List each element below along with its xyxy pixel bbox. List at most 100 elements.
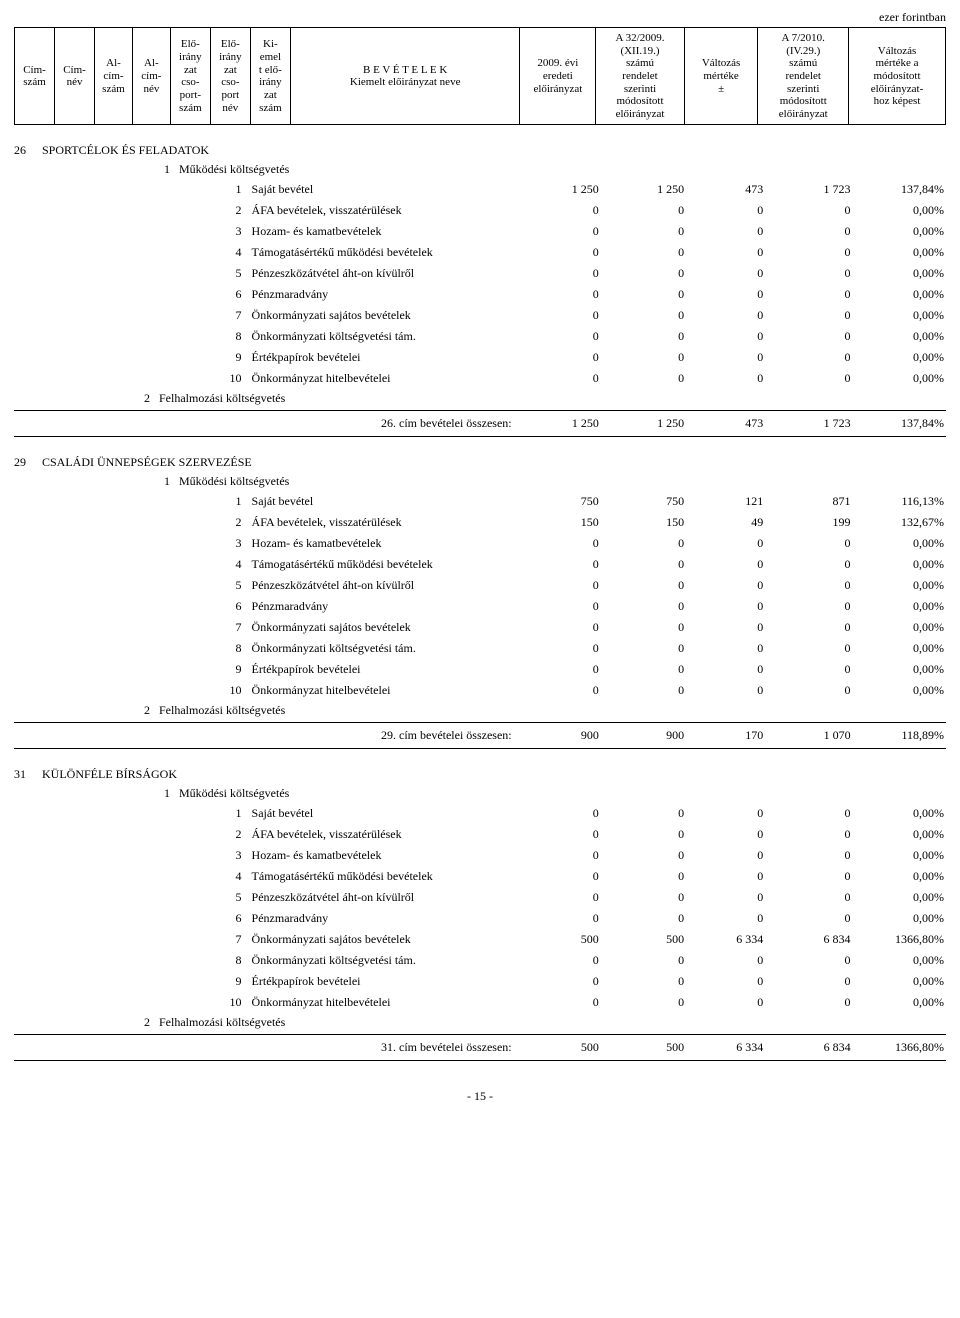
cell-value: 0 — [601, 617, 686, 638]
cell-value: 0 — [765, 845, 852, 866]
cell-value: 0 — [601, 575, 686, 596]
row-index: 6 — [14, 908, 250, 929]
cell-value: 0 — [765, 950, 852, 971]
cell-value: 0 — [765, 575, 852, 596]
cell-value: 0 — [601, 887, 686, 908]
cell-value: 0 — [522, 263, 601, 284]
cell-value: 0 — [686, 242, 765, 263]
table-row: 4Támogatásértékű működési bevételek00000… — [14, 866, 946, 887]
cell-value: 750 — [601, 491, 686, 512]
cell-value: 0,00% — [853, 866, 946, 887]
cell-value: 0 — [765, 617, 852, 638]
row-index: 7 — [14, 929, 250, 950]
cell-value: 0 — [765, 866, 852, 887]
cell-value: 0 — [686, 575, 765, 596]
cell-value: 473 — [686, 179, 765, 200]
row-index: 10 — [14, 680, 250, 701]
header-col: B E V É T E L E KKiemelt előirányzat nev… — [290, 28, 520, 125]
row-label: Támogatásértékű működési bevételek — [250, 554, 522, 575]
total-value: 137,84% — [853, 411, 946, 436]
row-index: 8 — [14, 326, 250, 347]
cim-szam: 26 — [14, 143, 42, 158]
table-row: 4Támogatásértékű működési bevételek00000… — [14, 242, 946, 263]
cell-value: 0 — [522, 659, 601, 680]
row-index: 9 — [14, 659, 250, 680]
cell-value: 0 — [686, 803, 765, 824]
row-index: 2 — [14, 824, 250, 845]
cell-value: 0 — [686, 368, 765, 389]
cell-value: 0 — [522, 638, 601, 659]
cell-value: 0 — [522, 680, 601, 701]
cell-value: 0 — [601, 368, 686, 389]
row-label: Pénzmaradvány — [250, 596, 522, 617]
table-row: 8Önkormányzati költségvetési tám.00000,0… — [14, 638, 946, 659]
sub-group-mukodesi: 1 Működési költségvetés — [164, 786, 946, 801]
cell-value: 6 834 — [765, 929, 852, 950]
cell-value: 137,84% — [853, 179, 946, 200]
cell-value: 0 — [765, 659, 852, 680]
row-index: 5 — [14, 887, 250, 908]
total-row: 26. cím bevételei összesen:1 2501 250473… — [14, 411, 946, 436]
unit-note: ezer forintban — [14, 10, 946, 25]
header-col: Al-cím-név — [132, 28, 170, 125]
cell-value: 0,00% — [853, 263, 946, 284]
total-label: 26. cím bevételei összesen: — [14, 411, 522, 436]
cell-value: 0 — [601, 950, 686, 971]
cell-value: 1 723 — [765, 179, 852, 200]
row-index: 3 — [14, 845, 250, 866]
row-index: 5 — [14, 575, 250, 596]
cell-value: 1 250 — [601, 179, 686, 200]
row-index: 6 — [14, 284, 250, 305]
cell-value: 0 — [765, 533, 852, 554]
cell-value: 0 — [686, 908, 765, 929]
cell-value: 0 — [765, 554, 852, 575]
row-label: Önkormányzati sajátos bevételek — [250, 305, 522, 326]
row-label: Támogatásértékű működési bevételek — [250, 866, 522, 887]
section-title: SPORTCÉLOK ÉS FELADATOK — [42, 143, 209, 158]
header-col: Elő-irányzatcso-port-szám — [170, 28, 210, 125]
table-row: 5Pénzeszközátvétel áht-on kívülről00000,… — [14, 887, 946, 908]
cell-value: 0,00% — [853, 284, 946, 305]
row-index: 3 — [14, 533, 250, 554]
cell-value: 1366,80% — [853, 929, 946, 950]
total-label: 29. cím bevételei összesen: — [14, 723, 522, 748]
cell-value: 0 — [686, 284, 765, 305]
cell-value: 871 — [765, 491, 852, 512]
table-row: 10Önkormányzat hitelbevételei00000,00% — [14, 680, 946, 701]
cell-value: 0 — [522, 824, 601, 845]
row-label: Pénzeszközátvétel áht-on kívülről — [250, 263, 522, 284]
row-index: 1 — [14, 803, 250, 824]
cell-value: 0 — [522, 887, 601, 908]
cell-value: 0 — [601, 305, 686, 326]
total-value: 500 — [601, 1035, 686, 1060]
cell-value: 0 — [686, 866, 765, 887]
cell-value: 0 — [686, 887, 765, 908]
table-row: 7Önkormányzati sajátos bevételek00000,00… — [14, 617, 946, 638]
row-index: 9 — [14, 971, 250, 992]
cell-value: 0,00% — [853, 242, 946, 263]
row-label: Pénzeszközátvétel áht-on kívülről — [250, 575, 522, 596]
header-col: Ki-emelt elő-irányzatszám — [250, 28, 290, 125]
cell-value: 150 — [601, 512, 686, 533]
row-index: 4 — [14, 242, 250, 263]
row-index: 10 — [14, 368, 250, 389]
row-index: 6 — [14, 596, 250, 617]
cell-value: 0 — [765, 368, 852, 389]
cell-value: 0,00% — [853, 617, 946, 638]
budget-section: 31KÜLÖNFÉLE BÍRSÁGOK1 Működési költségve… — [14, 767, 946, 1061]
table-row: 6Pénzmaradvány00000,00% — [14, 284, 946, 305]
cell-value: 0 — [522, 845, 601, 866]
sub-group-felhalmozasi: 2 Felhalmozási költségvetés — [144, 391, 946, 406]
cell-value: 0 — [522, 908, 601, 929]
cell-value: 0 — [601, 200, 686, 221]
budget-section: 29CSALÁDI ÜNNEPSÉGEK SZERVEZÉSE1 Működés… — [14, 455, 946, 749]
cell-value: 500 — [601, 929, 686, 950]
total-row: 29. cím bevételei összesen:9009001701 07… — [14, 723, 946, 748]
cell-value: 0,00% — [853, 659, 946, 680]
cell-value: 0 — [522, 326, 601, 347]
header-col: Elő-irányzatcso-portnév — [210, 28, 250, 125]
cell-value: 0 — [601, 347, 686, 368]
row-label: Saját bevétel — [250, 803, 522, 824]
cell-value: 0,00% — [853, 554, 946, 575]
cell-value: 0 — [686, 824, 765, 845]
